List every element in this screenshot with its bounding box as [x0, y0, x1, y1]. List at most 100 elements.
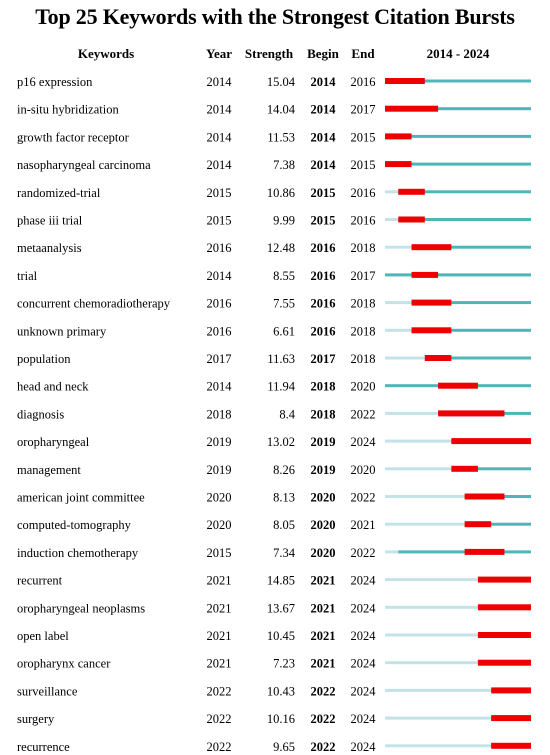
begin-value: 2015: [311, 214, 336, 228]
year-value: 2014: [207, 269, 233, 283]
burst-bar: [411, 244, 452, 251]
keyword-label: nasopharyngeal carcinoma: [17, 158, 151, 172]
keyword-label: open label: [17, 629, 69, 643]
strength-value: 9.65: [273, 740, 295, 754]
timeline-inactive-segment: [385, 495, 465, 498]
timeline-inactive-segment: [385, 688, 492, 692]
begin-value: 2015: [311, 186, 336, 200]
strength-value: 13.02: [267, 435, 295, 449]
year-value: 2016: [207, 297, 232, 311]
timeline-active-segment: [385, 134, 531, 138]
timeline-inactive-segment: [385, 356, 425, 360]
year-value: 2014: [207, 380, 233, 394]
keyword-label: phase iii trial: [17, 214, 83, 228]
burst-bar: [424, 355, 452, 361]
keyword-label: recurrence: [17, 740, 70, 754]
end-value: 2017: [351, 269, 376, 283]
year-value: 2018: [207, 407, 232, 421]
burst-bar: [464, 521, 492, 528]
keyword-label: metaanalysis: [17, 241, 82, 255]
header-keywords: Keywords: [78, 46, 134, 61]
timeline-inactive-segment: [385, 633, 478, 637]
end-value: 2022: [351, 407, 376, 421]
timeline-inactive-segment: [385, 328, 412, 332]
begin-value: 2016: [311, 324, 336, 338]
begin-value: 2017: [311, 352, 336, 366]
timeline-active-segment: [385, 79, 531, 83]
burst-bar: [464, 493, 505, 500]
timeline-inactive-segment: [385, 522, 465, 526]
strength-value: 15.04: [267, 75, 296, 89]
keyword-label: concurrent chemoradiotherapy: [17, 297, 171, 311]
burst-bar: [477, 576, 531, 583]
strength-value: 9.99: [273, 214, 295, 228]
keyword-label: diagnosis: [17, 407, 64, 421]
keyword-label: oropharynx cancer: [17, 657, 111, 671]
end-value: 2018: [351, 241, 376, 255]
timeline-inactive-segment: [385, 245, 412, 249]
strength-value: 11.63: [267, 352, 295, 366]
begin-value: 2016: [311, 269, 336, 283]
timeline-inactive-segment: [385, 744, 492, 748]
burst-bar: [411, 299, 452, 306]
burst-bar: [477, 604, 531, 611]
year-value: 2014: [207, 103, 233, 117]
burst-bar: [411, 271, 439, 278]
begin-value: 2022: [311, 684, 336, 698]
end-value: 2016: [351, 214, 376, 228]
timeline-active-segment: [424, 356, 531, 360]
keyword-label: recurrent: [17, 574, 63, 588]
strength-value: 7.34: [273, 546, 296, 560]
strength-value: 10.86: [267, 186, 295, 200]
year-value: 2021: [207, 629, 232, 643]
timeline-active-segment: [385, 273, 531, 277]
strength-value: 11.53: [267, 130, 295, 144]
end-value: 2024: [351, 574, 377, 588]
timeline-active-segment: [398, 190, 531, 194]
end-value: 2016: [351, 75, 376, 89]
begin-value: 2016: [311, 241, 336, 255]
burst-bar: [438, 410, 505, 417]
strength-value: 10.16: [267, 712, 295, 726]
end-value: 2018: [351, 297, 376, 311]
end-value: 2024: [351, 601, 377, 615]
timeline-active-segment: [385, 107, 531, 111]
burst-bar: [411, 327, 452, 334]
burst-bar: [398, 216, 425, 223]
strength-value: 11.94: [267, 380, 295, 394]
begin-value: 2019: [311, 463, 336, 477]
burst-bar: [491, 742, 531, 749]
timeline-inactive-segment: [385, 301, 412, 305]
keyword-label: induction chemotherapy: [17, 546, 139, 560]
strength-value: 10.43: [267, 684, 295, 698]
keyword-label: trial: [17, 269, 38, 283]
end-value: 2021: [351, 518, 376, 532]
end-value: 2024: [351, 629, 377, 643]
strength-value: 14.04: [267, 103, 296, 117]
burst-bar: [464, 548, 505, 555]
keyword-label: surgery: [17, 712, 55, 726]
year-value: 2022: [207, 712, 232, 726]
timeline-inactive-segment: [385, 661, 478, 665]
burst-bar: [438, 382, 478, 389]
chart-title: Top 25 Keywords with the Strongest Citat…: [35, 4, 515, 29]
timeline-active-segment: [411, 328, 531, 332]
begin-value: 2022: [311, 740, 336, 754]
end-value: 2015: [351, 130, 376, 144]
timeline-inactive-segment: [385, 190, 399, 194]
timeline-active-segment: [411, 245, 531, 249]
strength-value: 8.55: [273, 269, 295, 283]
keyword-label: surveillance: [17, 684, 78, 698]
year-value: 2021: [207, 601, 232, 615]
end-value: 2018: [351, 324, 376, 338]
year-value: 2016: [207, 324, 232, 338]
begin-value: 2018: [311, 407, 336, 421]
strength-value: 7.38: [273, 158, 295, 172]
end-value: 2022: [351, 546, 376, 560]
year-value: 2017: [207, 352, 232, 366]
begin-value: 2016: [311, 297, 336, 311]
header-row: Keywords Year Strength Begin End 2014 - …: [78, 46, 490, 61]
begin-value: 2014: [311, 158, 337, 172]
end-value: 2024: [351, 435, 377, 449]
begin-value: 2019: [311, 435, 336, 449]
